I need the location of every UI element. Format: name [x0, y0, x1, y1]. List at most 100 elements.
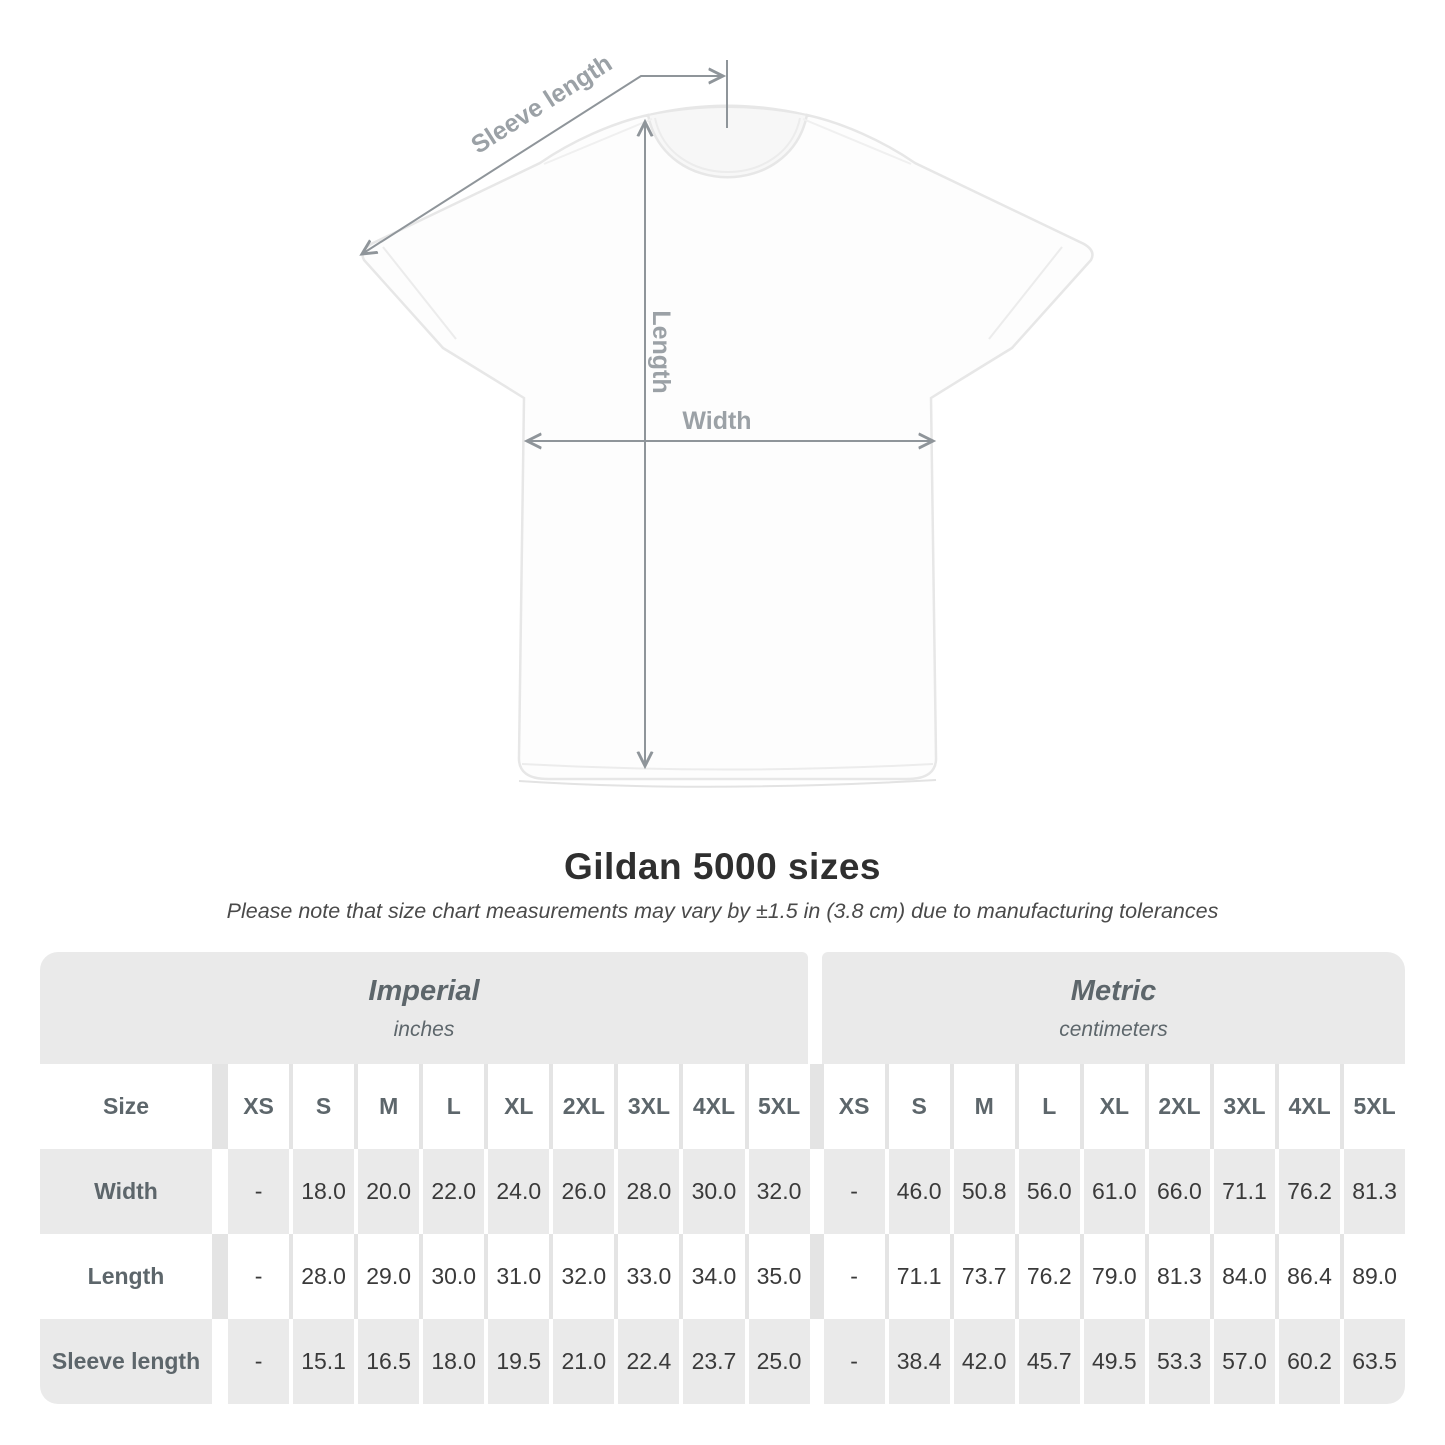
metric-label: Metric	[1070, 974, 1157, 1007]
column-separator	[549, 1149, 554, 1234]
value-cell: 30.0	[691, 1178, 737, 1204]
value-cell: 81.3	[1157, 1263, 1202, 1289]
column-separator	[884, 1319, 889, 1404]
tshirt-outline	[361, 104, 1094, 788]
value-cell: 22.0	[431, 1178, 477, 1204]
value-cell: 46.0	[896, 1178, 942, 1204]
metric-section-header: Metric centimeters	[822, 952, 1405, 1064]
value-cell: 57.0	[1222, 1348, 1267, 1374]
column-separator	[1275, 1149, 1279, 1234]
size-table: Imperial inches Metric centimeters Size X…	[40, 952, 1405, 1404]
column-separator	[484, 1149, 489, 1234]
value-cell: 81.3	[1352, 1178, 1397, 1204]
column-separator	[1079, 1064, 1084, 1149]
value-cell: 19.5	[496, 1348, 542, 1374]
size-column-header: Size	[102, 1093, 150, 1119]
value-cell: 66.0	[1157, 1178, 1202, 1204]
value-cell: 49.5	[1091, 1348, 1137, 1374]
column-separator	[884, 1149, 889, 1234]
column-separator	[354, 1234, 359, 1319]
column-separator	[614, 1064, 619, 1149]
column-separator	[949, 1319, 954, 1404]
value-cell: -	[254, 1348, 263, 1374]
size-col-header: 5XL	[757, 1093, 801, 1119]
column-separator	[1340, 1319, 1345, 1404]
value-cell: -	[850, 1263, 858, 1289]
size-table-rows: Size XS S M L XL 2XL 3XL 4XL 5XL XS S M L XL 2XL 3XL 4XL 5…	[40, 1064, 1405, 1404]
column-separator	[1014, 1319, 1019, 1404]
value-cell: 89.0	[1352, 1263, 1397, 1289]
column-separator	[484, 1234, 489, 1319]
value-cell: 25.0	[756, 1348, 802, 1374]
hem-shadow	[518, 779, 937, 788]
column-separator	[1209, 1234, 1214, 1319]
column-separator	[484, 1319, 489, 1404]
column-separator	[614, 1149, 619, 1234]
value-cell: 33.0	[626, 1263, 672, 1289]
width-label: Width	[682, 407, 751, 435]
size-col-header: S	[315, 1093, 332, 1119]
column-separator	[1209, 1319, 1214, 1404]
column-separator	[1209, 1149, 1214, 1234]
value-cell: 22.4	[626, 1348, 672, 1374]
value-cell: 38.4	[896, 1348, 942, 1374]
column-separator	[679, 1319, 684, 1404]
value-cell: 24.0	[496, 1178, 542, 1204]
column-separator	[212, 1319, 228, 1404]
value-cell: 16.5	[366, 1348, 412, 1374]
column-separator	[744, 1234, 749, 1319]
size-col-header: 4XL	[692, 1093, 736, 1119]
size-col-header: XL	[504, 1093, 534, 1119]
sleeve-length-arrow	[362, 76, 723, 254]
value-cell: 18.0	[301, 1178, 346, 1204]
column-separator	[549, 1234, 554, 1319]
column-separator	[1079, 1149, 1084, 1234]
column-separator	[1275, 1319, 1279, 1404]
right-cuff-seam	[988, 246, 1063, 340]
row-label: Width	[94, 1178, 158, 1204]
table-row: Length - 28.0 29.0 30.0 31.0 32.0 33.0 34.0 35.0 -…	[40, 1234, 1405, 1319]
shirt-body	[361, 113, 1094, 781]
value-cell: 28.0	[301, 1263, 346, 1289]
value-cell: 15.1	[301, 1348, 346, 1374]
value-cell: 63.5	[1352, 1348, 1397, 1374]
value-cell: 18.0	[431, 1348, 477, 1374]
value-cell: 30.0	[431, 1263, 477, 1289]
column-separator	[1014, 1149, 1019, 1234]
table-row: Size XS S M L XL 2XL 3XL 4XL 5XL XS S M L XL 2XL 3XL 4XL 5…	[40, 1064, 1405, 1149]
value-cell: 84.0	[1222, 1263, 1267, 1289]
size-col-header: L	[446, 1093, 461, 1119]
column-separator	[212, 1149, 228, 1234]
size-col-header: M	[974, 1093, 994, 1119]
size-col-header: 5XL	[1353, 1093, 1396, 1119]
value-cell: 35.0	[756, 1263, 802, 1289]
column-separator	[809, 1149, 824, 1234]
column-separator	[679, 1064, 684, 1149]
value-cell: 73.7	[961, 1263, 1007, 1289]
value-cell: 26.0	[561, 1178, 607, 1204]
column-separator	[1144, 1234, 1149, 1319]
column-separator	[1275, 1064, 1279, 1149]
column-separator	[484, 1064, 489, 1149]
size-col-header: XL	[1099, 1093, 1130, 1119]
column-separator	[289, 1319, 294, 1404]
value-cell: 71.1	[896, 1263, 942, 1289]
page-title: Gildan 5000 sizes	[563, 846, 881, 887]
column-separator	[884, 1064, 889, 1149]
column-separator	[1144, 1149, 1149, 1234]
size-col-header: M	[379, 1093, 399, 1119]
table-row: Sleeve length - 15.1 16.5 18.0 19.5 21.0 22.4 23…	[40, 1319, 1405, 1404]
column-separator	[1014, 1234, 1019, 1319]
value-cell: 21.0	[561, 1348, 607, 1374]
value-cell: 23.7	[691, 1348, 737, 1374]
size-col-header: 4XL	[1288, 1093, 1331, 1119]
column-separator	[354, 1149, 359, 1234]
metric-unit-label: centimeters	[1059, 1017, 1168, 1041]
size-col-header: S	[911, 1093, 927, 1119]
column-separator	[744, 1149, 749, 1234]
column-separator	[419, 1149, 424, 1234]
value-cell: 79.0	[1091, 1263, 1137, 1289]
value-cell: 60.2	[1287, 1348, 1332, 1374]
value-cell: 31.0	[496, 1263, 542, 1289]
